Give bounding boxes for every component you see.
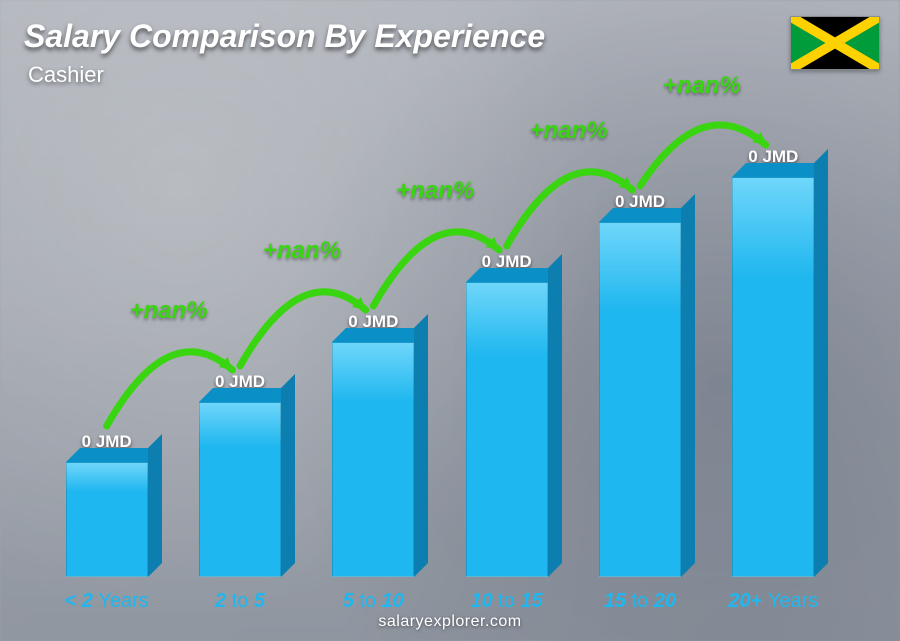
bar-column: 0 JMD2 to 5: [173, 372, 306, 577]
bar: [199, 402, 281, 577]
delta-label: +nan%: [530, 117, 608, 145]
bar-column: 0 JMD15 to 20: [573, 192, 706, 577]
bar: [66, 462, 148, 577]
delta-label: +nan%: [663, 72, 741, 100]
bar: [599, 222, 681, 577]
page-subtitle: Cashier: [28, 62, 104, 88]
delta-label: +nan%: [263, 237, 341, 265]
infographic: Salary Comparison By Experience Cashier …: [0, 0, 900, 641]
bar-column: 0 JMD10 to 15: [440, 252, 573, 577]
delta-label: +nan%: [396, 177, 474, 205]
bar: [466, 282, 548, 577]
bar-column: 0 JMD20+ Years: [707, 147, 840, 577]
bar-column: 0 JMD5 to 10: [307, 312, 440, 577]
category-label: 20+ Years: [680, 590, 867, 613]
bar: [332, 342, 414, 577]
delta-label: +nan%: [130, 297, 208, 325]
page-title: Salary Comparison By Experience: [24, 18, 545, 55]
jamaica-flag-icon: [790, 16, 880, 70]
footer-attribution: salaryexplorer.com: [0, 613, 900, 631]
bar: [732, 177, 814, 577]
bar-column: 0 JMD< 2 Years: [40, 432, 173, 577]
